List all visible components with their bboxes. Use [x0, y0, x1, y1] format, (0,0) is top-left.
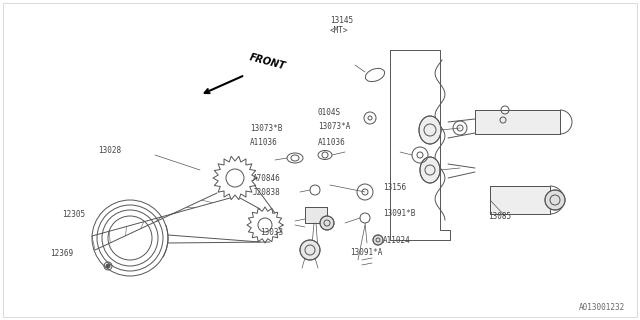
- Bar: [305, 207, 327, 223]
- Text: 12369: 12369: [50, 249, 73, 258]
- Ellipse shape: [420, 157, 440, 183]
- Text: 13145: 13145: [330, 16, 353, 25]
- Text: A11036: A11036: [250, 138, 278, 147]
- Circle shape: [373, 235, 383, 245]
- Text: 12305: 12305: [62, 210, 85, 219]
- Text: 13073*B: 13073*B: [250, 124, 282, 133]
- Bar: [475, 110, 560, 134]
- Text: 13085: 13085: [488, 212, 511, 221]
- Circle shape: [300, 240, 320, 260]
- Text: 13091*A: 13091*A: [350, 248, 382, 257]
- Text: J20838: J20838: [253, 188, 281, 197]
- Ellipse shape: [419, 116, 441, 144]
- Circle shape: [106, 264, 110, 268]
- Circle shape: [545, 190, 565, 210]
- Text: 13033: 13033: [260, 228, 283, 237]
- Bar: [475, 110, 560, 134]
- Text: 13091*B: 13091*B: [383, 209, 415, 218]
- Text: A70846: A70846: [253, 174, 281, 183]
- Text: FRONT: FRONT: [248, 53, 287, 72]
- Text: 13073*A: 13073*A: [318, 122, 350, 131]
- Text: 13028: 13028: [98, 146, 121, 155]
- Bar: [490, 186, 550, 214]
- Bar: [305, 207, 327, 223]
- Text: 0104S: 0104S: [318, 108, 341, 117]
- Text: 13156: 13156: [383, 183, 406, 192]
- Circle shape: [320, 216, 334, 230]
- Bar: [490, 186, 550, 214]
- Text: <MT>: <MT>: [330, 26, 349, 35]
- Text: A11024: A11024: [383, 236, 411, 245]
- Text: A11036: A11036: [318, 138, 346, 147]
- Text: A013001232: A013001232: [579, 303, 625, 312]
